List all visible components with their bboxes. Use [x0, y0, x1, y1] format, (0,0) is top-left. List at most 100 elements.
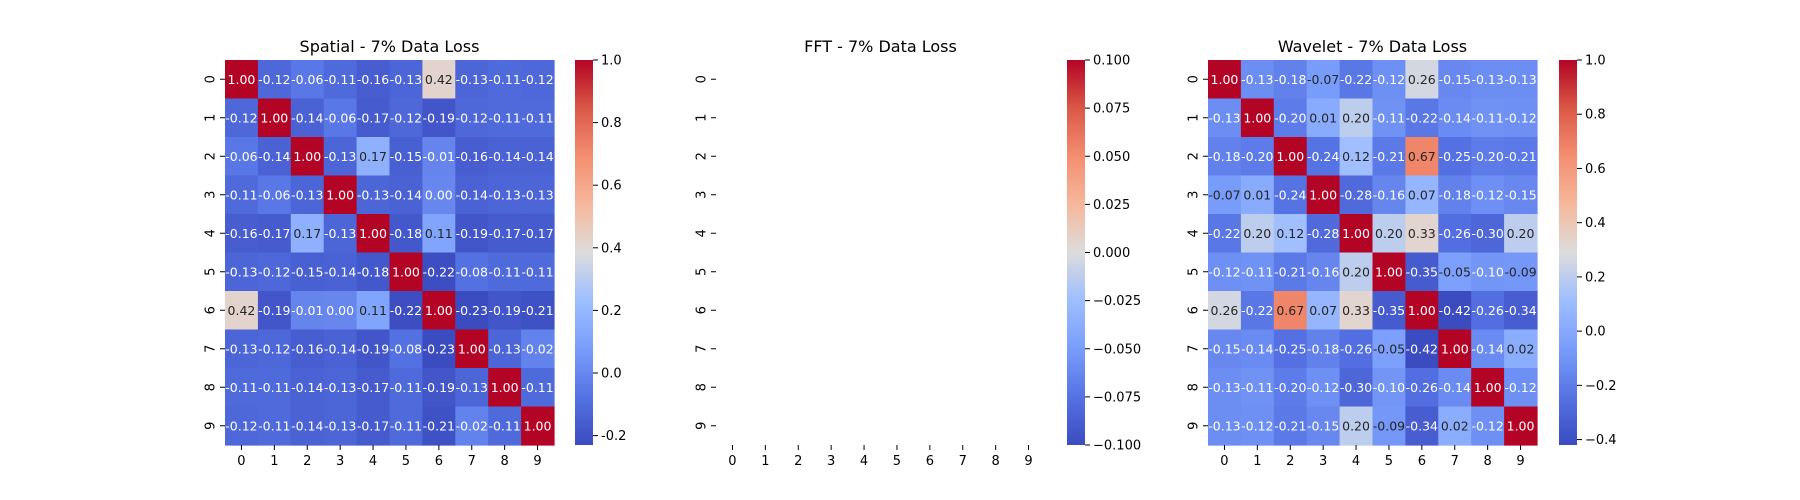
heatmap-cell: [455, 60, 489, 100]
y-tick-label: 3: [695, 191, 710, 199]
cell-label: -0.07: [1307, 72, 1339, 87]
heatmap-cell: [1240, 406, 1275, 446]
colorbar-tick-label: 0.0: [601, 367, 622, 382]
cell-label: 1.00: [1309, 187, 1337, 202]
heatmap-cell: [257, 60, 292, 100]
heatmap-cell: [1306, 368, 1341, 408]
cell-label: -0.11: [1373, 110, 1405, 125]
cell-label: -0.17: [258, 226, 290, 241]
heatmap-cell: [521, 252, 555, 292]
cell-label: -0.42: [1406, 341, 1438, 356]
cell-label: -0.11: [225, 187, 257, 202]
cell-label: 0.33: [1408, 226, 1436, 241]
heatmap-cell: [1273, 214, 1308, 254]
colorbar-tick-label: −0.4: [1585, 433, 1617, 448]
heatmap-cell: [1438, 252, 1472, 292]
cell-label: 1.00: [491, 380, 519, 395]
cell-label: 1.00: [228, 72, 256, 87]
heatmap-cell: [1372, 329, 1406, 369]
heatmap-cell: [389, 291, 423, 331]
chart-title: Wavelet - 7% Data Loss: [1278, 37, 1467, 56]
y-tick-label: 9: [1187, 422, 1202, 430]
cell-label: -0.26: [1439, 226, 1471, 241]
heatmap-cell: [1240, 368, 1275, 408]
heatmap-cell: [257, 214, 292, 254]
heatmap-cell: [356, 368, 391, 408]
heatmap-cell: [1306, 214, 1341, 254]
cell-label: 0.12: [1276, 226, 1304, 241]
x-tick-label: 4: [860, 454, 868, 469]
heatmap-cell: [257, 291, 292, 331]
cell-label: -0.11: [521, 380, 553, 395]
heatmap-cell: [488, 175, 522, 215]
cell-label: -0.12: [390, 110, 422, 125]
cell-label: -0.18: [1208, 149, 1240, 164]
heatmap-cell: [1208, 329, 1242, 369]
cell-label: -0.20: [1274, 110, 1306, 125]
cell-label: -0.13: [1208, 380, 1240, 395]
cell-label: -0.16: [1307, 264, 1339, 279]
colorbar-tick-label: 0.2: [601, 304, 622, 319]
cell-label: -0.02: [456, 418, 488, 433]
heatmap-cell: [1405, 98, 1439, 138]
cell-label: 0.11: [359, 303, 387, 318]
cell-label: -0.17: [521, 226, 553, 241]
heatmap-cell: [323, 252, 358, 292]
heatmap-cell: [422, 406, 456, 446]
cell-label: -0.14: [1439, 110, 1471, 125]
heatmap-cell: [455, 214, 489, 254]
heatmap-cell: [1208, 60, 1242, 100]
heatmap-cell: [455, 368, 489, 408]
cell-label: -0.06: [324, 110, 356, 125]
heatmap-cell: [488, 252, 522, 292]
heatmap-cell: [356, 175, 391, 215]
heatmap-cell: [1504, 291, 1538, 331]
cell-label: -0.13: [456, 72, 488, 87]
heatmap-cell: [1240, 329, 1275, 369]
heatmap-cell: [290, 406, 325, 446]
heatmap-cell: [323, 175, 358, 215]
heatmap-cell: [1240, 137, 1275, 177]
cell-label: 0.01: [1243, 187, 1271, 202]
heatmap-cell: [323, 214, 358, 254]
cell-label: -0.18: [1439, 187, 1471, 202]
cell-label: -0.26: [1340, 341, 1372, 356]
cell-label: -0.21: [423, 418, 455, 433]
heatmap-cell: [323, 291, 358, 331]
x-tick-label: 0: [237, 454, 245, 469]
colorbar-tick-label: 0.6: [601, 179, 622, 194]
x-tick-label: 6: [1418, 454, 1426, 469]
cell-label: -0.14: [521, 149, 553, 164]
cell-label: 0.12: [1342, 149, 1370, 164]
cell-label: -0.14: [1439, 380, 1471, 395]
y-tick-label: 1: [695, 114, 710, 122]
heatmap-cell: [1471, 60, 1505, 100]
heatmap-cell: [422, 60, 456, 100]
cell-label: -0.20: [1241, 149, 1273, 164]
heatmap-cell: [1471, 137, 1505, 177]
chart-title: FFT - 7% Data Loss: [804, 37, 957, 56]
heatmap-cell: [1405, 60, 1439, 100]
heatmap-cell: [389, 368, 423, 408]
heatmap-cell: [1438, 214, 1472, 254]
cell-label: -0.13: [1471, 72, 1503, 87]
heatmap-cell: [1240, 98, 1275, 138]
heatmap-cell: [1438, 60, 1472, 100]
x-tick-label: 1: [761, 454, 769, 469]
colorbar-tick-label: 0.100: [1093, 54, 1130, 69]
cell-label: -0.08: [456, 264, 488, 279]
cell-label: -0.26: [1406, 380, 1438, 395]
cell-label: 1.00: [293, 149, 321, 164]
cell-label: -0.18: [1274, 72, 1306, 87]
cell-label: -0.15: [1439, 72, 1471, 87]
cell-label: -0.11: [1241, 264, 1273, 279]
heatmap-cell: [1504, 175, 1538, 215]
heatmap-cell: [1240, 291, 1275, 331]
y-tick-label: 2: [695, 152, 710, 160]
heatmap-cell: [1504, 60, 1538, 100]
cell-label: -0.19: [423, 380, 455, 395]
cell-label: -0.22: [1340, 72, 1372, 87]
heatmap-cell: [1273, 60, 1308, 100]
cell-label: 1.00: [1474, 380, 1502, 395]
x-tick-label: 3: [336, 454, 344, 469]
